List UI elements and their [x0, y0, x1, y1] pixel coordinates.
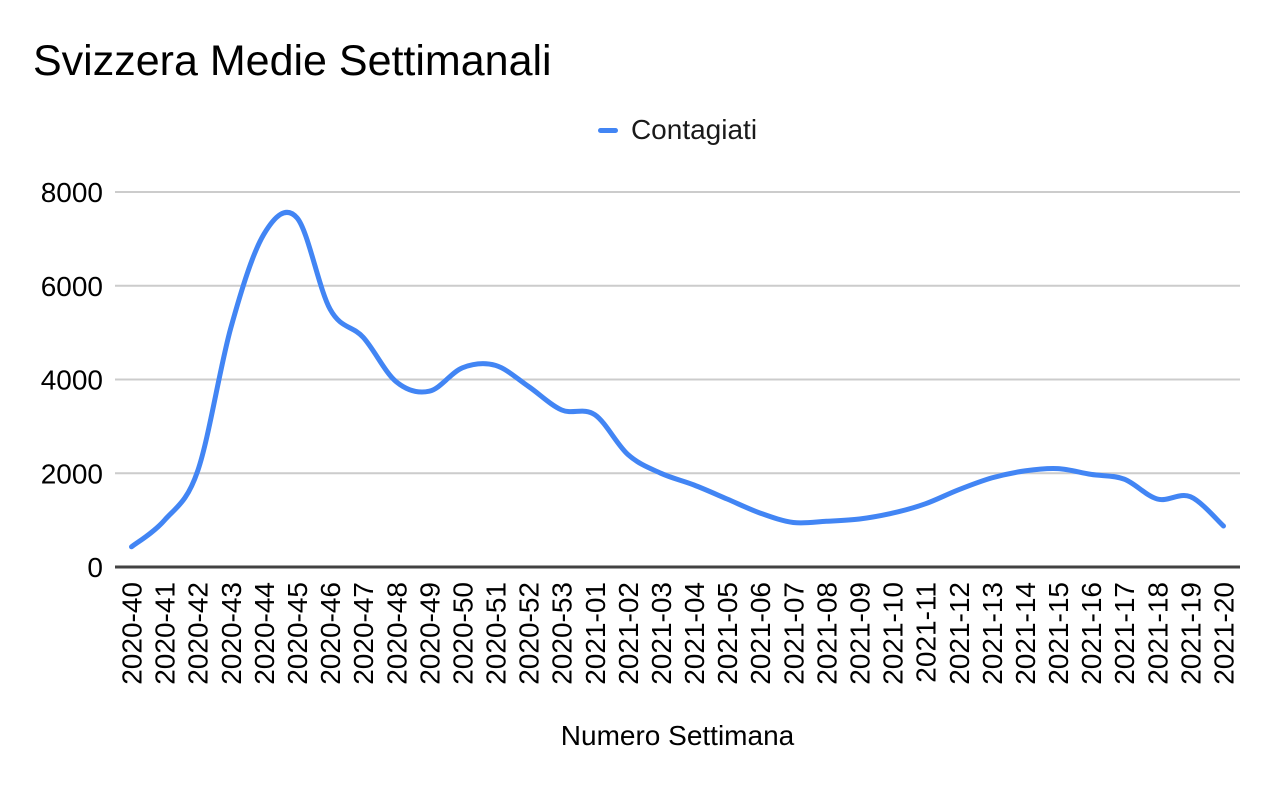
x-tick-label: 2020-44 [249, 582, 280, 685]
x-tick-label: 2021-07 [778, 582, 809, 685]
y-tick-label: 0 [87, 552, 103, 583]
x-tick-label: 2021-13 [977, 582, 1008, 685]
x-tick-label: 2020-48 [381, 582, 412, 685]
chart-title: Svizzera Medie Settimanali [33, 37, 552, 85]
x-tick-label: 2021-08 [811, 582, 842, 685]
x-tick-label: 2021-05 [712, 582, 743, 685]
x-tick-label: 2020-51 [481, 582, 512, 685]
x-tick-label: 2021-12 [944, 582, 975, 685]
x-tick-label: 2021-17 [1109, 582, 1140, 685]
y-tick-label: 6000 [41, 271, 103, 302]
x-tick-label: 2021-19 [1175, 582, 1206, 685]
x-tick-label: 2020-46 [315, 582, 346, 685]
x-tick-label: 2021-01 [580, 582, 611, 685]
x-tick-label: 2020-42 [183, 582, 214, 685]
x-tick-label: 2020-40 [117, 582, 148, 685]
x-tick-label: 2021-20 [1208, 582, 1239, 685]
x-tick-label: 2021-02 [613, 582, 644, 685]
y-tick-label: 4000 [41, 365, 103, 396]
y-tick-label: 8000 [41, 177, 103, 208]
y-tick-label: 2000 [41, 458, 103, 489]
x-tick-label: 2021-18 [1142, 582, 1173, 685]
x-axis-title: Numero Settimana [560, 720, 795, 751]
x-tick-label: 2021-10 [878, 582, 909, 685]
legend-line-swatch-icon [597, 127, 618, 133]
legend-item-contagiati[interactable]: Contagiati [597, 114, 758, 146]
x-tick-label: 2020-45 [282, 582, 313, 685]
x-tick-label: 2021-16 [1076, 582, 1107, 685]
x-tick-label: 2020-49 [414, 582, 445, 685]
x-tick-label: 2020-53 [547, 582, 578, 685]
x-tick-label: 2020-41 [150, 582, 181, 685]
x-tick-label: 2021-15 [1043, 582, 1074, 685]
x-tick-label: 2020-47 [348, 582, 379, 685]
x-tick-label: 2021-09 [844, 582, 875, 685]
x-tick-label: 2021-14 [1010, 582, 1041, 685]
x-tick-label: 2021-06 [745, 582, 776, 685]
x-tick-label: 2021-03 [646, 582, 677, 685]
legend: Contagiati [115, 112, 1240, 148]
x-tick-label: 2021-04 [679, 582, 710, 685]
x-tick-label: 2020-50 [447, 582, 478, 685]
x-tick-label: 2020-52 [514, 582, 545, 685]
legend-label: Contagiati [630, 114, 758, 145]
contagiati-series-line [129, 210, 1226, 550]
x-tick-label: 2021-11 [911, 582, 942, 683]
x-tick-label: 2020-43 [216, 582, 247, 685]
